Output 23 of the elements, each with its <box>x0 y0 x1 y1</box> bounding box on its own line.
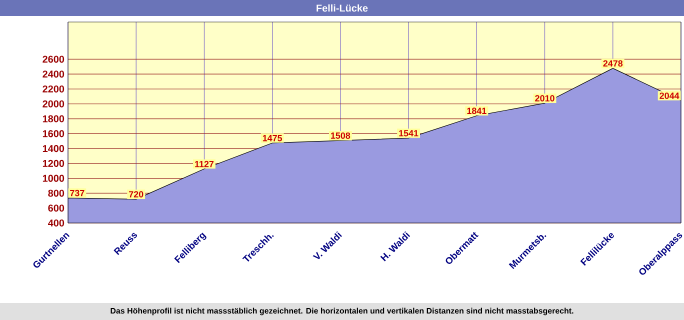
y-tick-label: 2000 <box>42 100 64 108</box>
data-label: 2044 <box>660 92 680 99</box>
y-tick-label: 1800 <box>42 115 64 122</box>
data-label: 1841 <box>467 108 486 114</box>
y-tick-label: 2200 <box>42 85 64 93</box>
y-tick-label: 2400 <box>42 70 64 78</box>
y-tick-label: 1200 <box>42 160 64 167</box>
data-label: 737 <box>70 190 84 196</box>
data-label: 2478 <box>603 60 623 67</box>
y-tick-label: 1600 <box>42 130 64 138</box>
y-tick-label: 400 <box>48 219 64 227</box>
y-tick-label: 600 <box>48 204 64 212</box>
data-label: 1508 <box>331 132 350 139</box>
y-tick-label: 800 <box>48 190 64 197</box>
data-label: 1475 <box>262 135 282 142</box>
y-tick-label: 1000 <box>42 174 64 182</box>
data-label: 2010 <box>535 95 554 102</box>
y-tick-label: 2600 <box>42 56 64 63</box>
data-label: 1127 <box>195 160 214 168</box>
data-label: 1541 <box>399 130 418 136</box>
y-tick-label: 1400 <box>42 145 64 152</box>
data-label: 720 <box>129 191 144 198</box>
chart-title: Felli-Lücke <box>316 4 368 12</box>
